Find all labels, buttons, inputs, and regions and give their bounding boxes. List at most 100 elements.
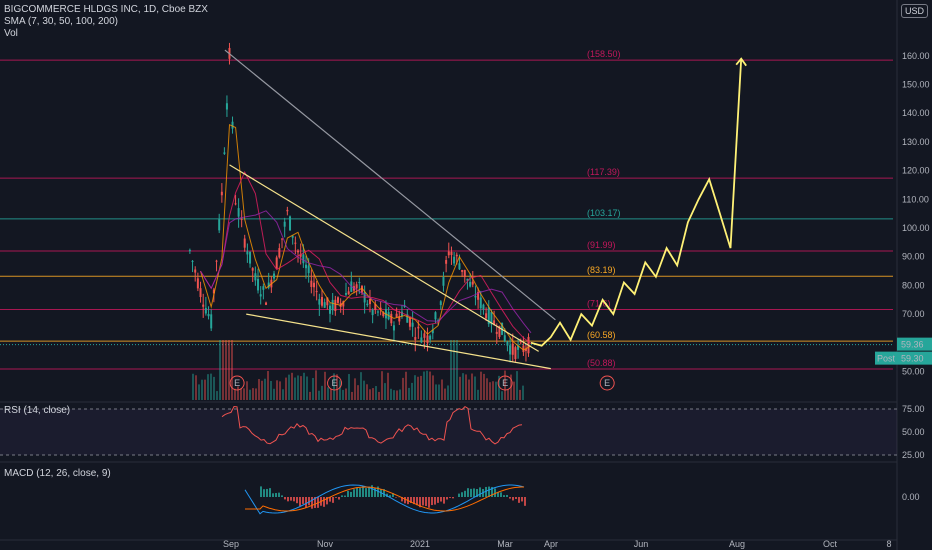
level-label: (71.6) [587,299,611,309]
rsi-tick: 50.00 [902,427,925,437]
macd-legend[interactable]: MACD (12, 26, close, 9) [4,468,111,479]
candle-body [267,282,270,288]
macd-histogram-bar [353,489,355,497]
candle-body [251,268,254,271]
candle-body [344,293,347,295]
volume-bar [498,375,500,400]
candle-body [204,307,207,314]
volume-bar [204,379,206,400]
candle-body [474,295,477,298]
candle-body [283,221,286,227]
macd-histogram-bar [335,497,337,498]
volume-bar [225,340,227,400]
volume-bar [210,373,212,400]
volume-bar [288,374,290,400]
sma-line [200,123,532,351]
volume-bar [234,388,236,400]
volume-bar [201,379,203,400]
macd-histogram-bar [461,492,463,497]
symbol-title[interactable]: BIGCOMMERCE HLDGS INC, 1D, Cboe BZX [4,4,208,15]
volume-bar [306,376,308,400]
candle-body [307,265,310,274]
volume-bar [192,373,194,400]
volume-bars [192,340,524,400]
candle-body [231,121,234,129]
macd-histogram-bar [371,485,373,497]
candle-body [485,313,488,319]
sma-legend[interactable]: SMA (7, 30, 50, 100, 200) [4,16,118,27]
macd-histogram-bar [443,497,445,504]
candle-body [429,335,432,340]
volume-bar [447,385,449,400]
price-tick: 140.00 [902,108,930,118]
volume-bar [285,377,287,400]
macd-histogram-bar [425,497,427,507]
macd-histogram-bar [476,488,478,497]
candle-body [305,264,308,269]
candle-body [487,307,490,325]
volume-bar [258,379,260,400]
last-price-badge-text: 59.36 [901,340,924,350]
volume-bar [396,390,398,400]
volume-bar [312,377,314,400]
macd-histogram-bar [437,497,439,503]
earnings-label: E [502,378,508,388]
currency-badge[interactable]: USD [900,4,928,18]
candle-body [358,281,361,284]
time-tick: Oct [823,539,838,549]
volume-bar [363,380,365,400]
macd-histogram-bar [341,495,343,497]
macd-histogram-bar [338,497,340,500]
vol-legend[interactable]: Vol [4,28,18,39]
volume-bar [501,391,503,400]
candle-body [471,281,474,285]
candle-body [212,289,215,294]
price-tick: 130.00 [902,137,930,147]
candle-body [398,316,401,322]
volume-bar [261,380,263,400]
candle-body [517,345,520,350]
level-label: (50.88) [587,358,616,368]
macd-histogram-bar [308,497,310,506]
candle-body [196,278,199,289]
candle-body [342,301,345,307]
macd-histogram-bar [518,497,520,503]
candle-body [453,256,456,264]
candle-body [390,313,393,324]
macd-histogram-bar [305,497,307,508]
candle-body [273,273,276,279]
earnings-label: E [604,378,610,388]
volume-bar [453,340,455,400]
volume-bar [438,384,440,400]
candle-body [355,284,358,289]
candle-body [249,251,252,264]
rsi-legend[interactable]: RSI (14, close) [4,405,71,416]
macd-pane: 0.00 [244,484,920,515]
price-tick: 100.00 [902,223,930,233]
macd-histogram-bar [449,497,451,498]
candle-body [220,191,223,196]
candle-body [509,345,512,355]
candle-body [240,218,243,220]
volume-bar [375,386,377,400]
macd-histogram-bar [491,486,493,497]
post-price-badge-text: 59.30 [901,354,924,364]
candle-body [246,251,249,255]
price-tick: 70.00 [902,309,925,319]
volume-bar [378,391,380,400]
volume-bar [270,380,272,400]
time-axis[interactable]: Sep Nov 2021 Mar Apr Jun Aug Oct 8 [223,539,892,549]
macd-histogram-bar [458,493,460,497]
time-tick: Apr [544,539,558,549]
volume-bar [219,340,221,400]
macd-histogram-bar [260,486,262,497]
candle-body [254,273,257,281]
volume-bar [417,376,419,400]
volume-bar [504,370,506,400]
candle-body [265,302,268,305]
candle-body [498,325,501,337]
volume-bar [489,382,491,400]
candle-body [447,251,450,256]
